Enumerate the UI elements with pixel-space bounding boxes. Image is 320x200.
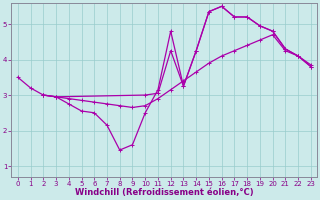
X-axis label: Windchill (Refroidissement éolien,°C): Windchill (Refroidissement éolien,°C) (75, 188, 254, 197)
